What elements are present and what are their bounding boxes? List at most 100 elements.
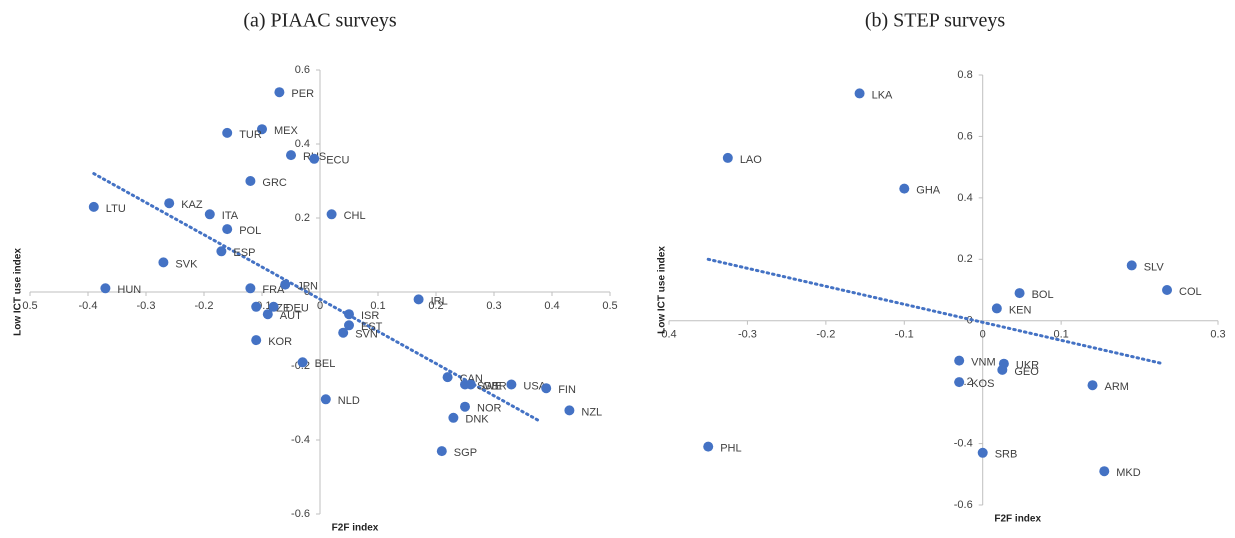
point-label: VNM — [971, 357, 995, 369]
point-label: DNK — [465, 414, 489, 426]
point-label: KOS — [971, 378, 994, 390]
y-tick-label: -0.4 — [954, 437, 973, 449]
x-tick-label: 0.5 — [22, 300, 37, 312]
point-label: FIN — [558, 384, 576, 396]
x-tick-label: 0 — [980, 329, 986, 341]
y-tick-label: 0.6 — [295, 64, 310, 76]
point-label: NLD — [338, 395, 360, 407]
x-axis-title: F2F index — [994, 514, 1041, 525]
chart-title: (b) STEP surveys — [865, 10, 1006, 32]
point-label: TUR — [239, 129, 262, 141]
x-tick-label: 0.2 — [428, 300, 443, 312]
point-label: MEX — [274, 125, 299, 137]
point — [506, 379, 517, 390]
x-axis-title: F2F index — [332, 523, 379, 534]
point-label: KEN — [1009, 304, 1032, 316]
point — [251, 301, 262, 312]
x-tick-label: -0.3 — [738, 329, 757, 341]
x-tick-label: -0.1 — [895, 329, 914, 341]
x-tick-label: 0.4 — [544, 300, 559, 312]
point — [222, 224, 233, 235]
y-tick-label: -0.6 — [291, 508, 310, 520]
x-tick-label: 0 — [317, 300, 323, 312]
y-axis-title: Low ICT use index — [13, 248, 24, 336]
point — [465, 379, 476, 390]
point-label: DEU — [286, 303, 309, 315]
x-tick-label: -0.2 — [195, 300, 214, 312]
point — [320, 394, 331, 405]
x-tick-label: 0.5 — [602, 300, 617, 312]
point — [1126, 260, 1137, 271]
y-axis-title: Low ICT use index — [657, 246, 668, 334]
point — [703, 441, 714, 452]
x-tick-label: -0.4 — [79, 300, 98, 312]
point-label: GHA — [916, 185, 941, 197]
point-label: SLV — [1144, 261, 1165, 273]
point — [158, 257, 169, 268]
y-tick-label: 0.2 — [957, 253, 972, 265]
point-label: BEL — [315, 358, 336, 370]
point-label: CHL — [344, 210, 366, 222]
point — [954, 377, 965, 388]
point — [338, 327, 349, 338]
point — [344, 309, 354, 320]
x-tick-label: 0.4 — [661, 329, 676, 341]
point — [257, 124, 267, 135]
point-label: EST — [361, 321, 383, 333]
point-label: UKR — [1016, 360, 1039, 372]
y-tick-label: 0 — [967, 315, 973, 327]
x-tick-label: 0.1 — [370, 300, 385, 312]
x-tick-label: -0.2 — [816, 329, 835, 341]
point — [251, 335, 262, 346]
point-label: FRA — [262, 284, 285, 296]
point — [954, 355, 965, 366]
point — [268, 301, 279, 312]
point-label: PER — [291, 88, 314, 100]
point — [297, 357, 308, 368]
x-tick-label: 0.3 — [486, 300, 501, 312]
point-label: AUT — [280, 310, 302, 322]
point-label: GBR — [483, 380, 507, 392]
x-tick-label: -0.3 — [137, 300, 156, 312]
point — [100, 283, 111, 294]
point-label: ITA — [222, 210, 239, 222]
point-label: JPN — [297, 281, 318, 293]
y-tick-label: 0.4 — [957, 192, 972, 204]
point — [997, 364, 1008, 375]
y-tick-label: 0.8 — [957, 69, 972, 81]
point-label: ECU — [326, 155, 349, 167]
point — [88, 201, 99, 212]
point — [280, 279, 291, 290]
point — [1099, 466, 1110, 477]
point — [164, 198, 175, 209]
point-label: USA — [523, 380, 546, 392]
point-label: POL — [239, 225, 261, 237]
point — [1087, 380, 1098, 391]
point — [448, 412, 459, 423]
point-label: KOR — [268, 336, 292, 348]
point — [1162, 285, 1173, 295]
point-label: LKA — [872, 89, 893, 101]
point — [1014, 288, 1025, 299]
x-tick-label: 0.3 — [1210, 329, 1225, 341]
y-tick-label: 0.6 — [957, 130, 972, 142]
point-label: GEO — [1014, 366, 1039, 378]
chart-title: (a) PIAAC surveys — [243, 10, 397, 32]
x-tick-label: 0.1 — [1053, 329, 1068, 341]
point — [326, 209, 337, 220]
point-label: LTU — [106, 203, 126, 215]
y-tick-label: 0.4 — [295, 138, 310, 150]
point-label: KAZ — [181, 199, 203, 211]
point-label: GRC — [262, 177, 287, 189]
point — [564, 405, 575, 416]
trend-line — [706, 257, 1165, 366]
point — [977, 447, 988, 458]
point-label: ESP — [233, 247, 255, 259]
point-label: PHL — [720, 443, 741, 455]
point-label: SWE — [477, 380, 502, 392]
point — [274, 87, 285, 98]
point — [245, 176, 256, 186]
point-label: NZL — [581, 406, 602, 418]
point — [344, 320, 354, 331]
